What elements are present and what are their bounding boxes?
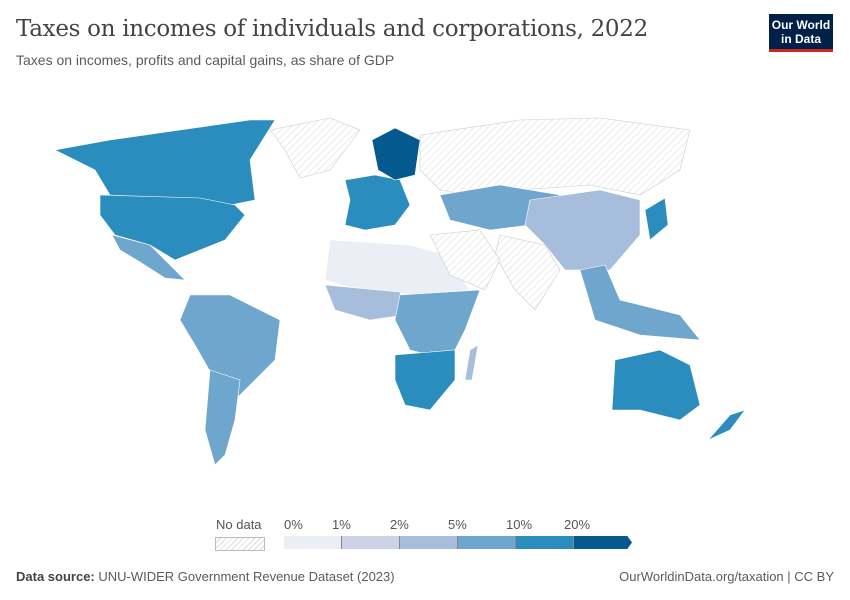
country-region-south-america[interactable] bbox=[179, 294, 281, 401]
legend: No data 0% 1% 2% 5% 10% 20% bbox=[0, 515, 850, 555]
source-url[interactable]: OurWorldinData.org/taxation | CC BY bbox=[619, 569, 834, 584]
chart-subtitle: Taxes on incomes, profits and capital ga… bbox=[16, 52, 395, 68]
country-region-australia[interactable] bbox=[611, 349, 701, 421]
legend-bin bbox=[342, 536, 400, 549]
country-region-china[interactable] bbox=[524, 189, 641, 271]
legend-bin bbox=[400, 536, 458, 549]
legend-bin bbox=[458, 536, 516, 549]
legend-bin bbox=[574, 536, 632, 549]
legend-tick: 5% bbox=[448, 517, 467, 532]
legend-tick: 2% bbox=[390, 517, 409, 532]
legend-bin bbox=[284, 536, 342, 549]
country-region-new-zealand[interactable] bbox=[707, 409, 746, 441]
data-source: Data source: UNU-WIDER Government Revenu… bbox=[16, 569, 395, 584]
country-region-greenland[interactable] bbox=[269, 117, 361, 179]
country-region-middle-east[interactable] bbox=[429, 229, 501, 291]
world-map[interactable] bbox=[0, 100, 850, 500]
country-region-canada[interactable] bbox=[54, 119, 276, 206]
country-region-scandinavia[interactable] bbox=[371, 127, 421, 181]
owid-logo[interactable]: Our World in Data bbox=[769, 14, 833, 52]
legend-no-data-swatch bbox=[215, 537, 265, 551]
chart-title: Taxes on incomes of individuals and corp… bbox=[16, 16, 648, 42]
country-region-southeast-asia[interactable] bbox=[579, 264, 701, 341]
legend-tick: 1% bbox=[332, 517, 351, 532]
legend-bin bbox=[516, 536, 574, 549]
country-region-united-states[interactable] bbox=[99, 194, 246, 261]
country-region-japan[interactable] bbox=[644, 197, 669, 241]
legend-tick: 0% bbox=[284, 517, 303, 532]
legend-tick: 20% bbox=[564, 517, 591, 532]
legend-tick: 10% bbox=[506, 517, 533, 532]
country-region-mexico[interactable] bbox=[111, 234, 186, 281]
country-region-southern-africa[interactable] bbox=[394, 349, 456, 411]
country-region-madagascar[interactable] bbox=[464, 344, 479, 381]
country-region-west-africa[interactable] bbox=[324, 284, 406, 321]
country-region-russia[interactable] bbox=[419, 117, 691, 196]
country-region-western-europe[interactable] bbox=[344, 174, 411, 231]
country-region-argentina[interactable] bbox=[204, 369, 241, 466]
legend-no-data-label: No data bbox=[216, 517, 262, 532]
country-region-east-africa[interactable] bbox=[394, 289, 481, 361]
